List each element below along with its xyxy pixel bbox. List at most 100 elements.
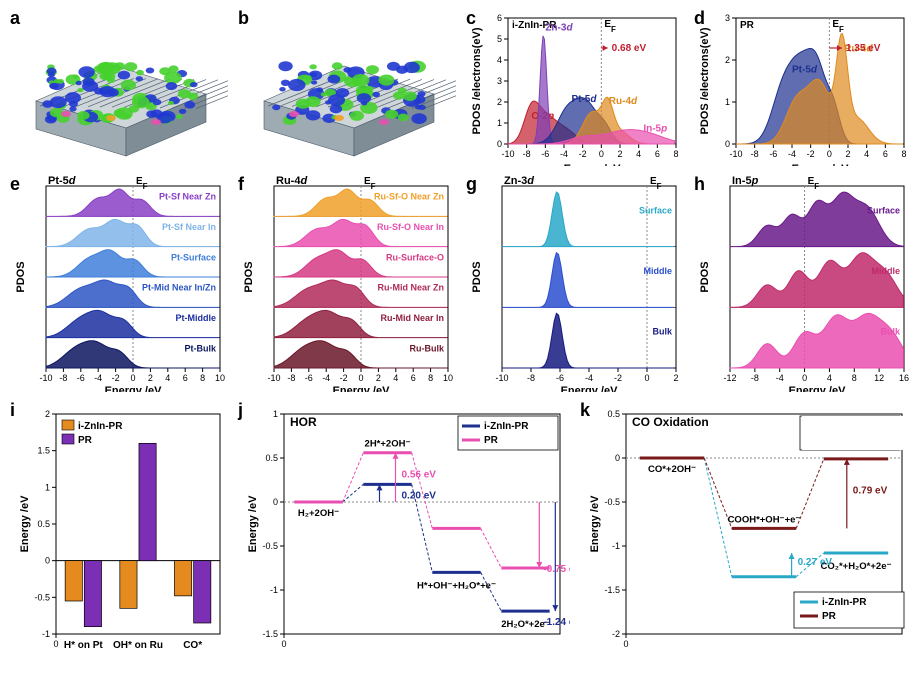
panel-b: b: [234, 6, 456, 166]
svg-text:2: 2: [725, 55, 730, 65]
svg-text:1.35 eV: 1.35 eV: [846, 43, 881, 54]
svg-text:Bulk: Bulk: [880, 327, 900, 337]
panel-e: e -10-8-6-4-20246810Energy /eVPDOSPt-5dE…: [6, 172, 228, 392]
svg-text:COOH*+OH⁻+e⁻: COOH*+OH⁻+e⁻: [728, 514, 801, 525]
svg-text:10: 10: [443, 373, 453, 383]
svg-text:6: 6: [883, 149, 888, 159]
svg-text:PDOS /electrons(eV): PDOS /electrons(eV): [471, 27, 483, 134]
svg-text:PDOS: PDOS: [243, 261, 255, 292]
svg-text:-6: -6: [305, 373, 313, 383]
svg-text:EF: EF: [136, 176, 148, 191]
svg-text:0.56 eV: 0.56 eV: [402, 469, 437, 480]
svg-text:-2: -2: [807, 149, 815, 159]
svg-text:0: 0: [827, 149, 832, 159]
svg-text:EF: EF: [650, 176, 662, 191]
svg-text:-8: -8: [287, 373, 295, 383]
svg-text:0: 0: [802, 373, 807, 383]
panel-b-render: [234, 6, 456, 166]
svg-text:-0.75 eV: -0.75 eV: [543, 564, 570, 575]
svg-text:-2: -2: [612, 629, 620, 639]
panel-i-chart: 0-1-0.500.511.52Energy /eVH* on PtOH* on…: [6, 398, 228, 658]
svg-text:-4: -4: [585, 373, 593, 383]
svg-text:10: 10: [215, 373, 225, 383]
svg-text:0: 0: [615, 453, 620, 463]
svg-text:2: 2: [376, 373, 381, 383]
svg-text:-0.5: -0.5: [604, 497, 620, 507]
svg-text:6: 6: [655, 149, 660, 159]
svg-text:Ru-Sf-O Near Zn: Ru-Sf-O Near Zn: [374, 192, 444, 202]
svg-text:8: 8: [901, 149, 906, 159]
svg-text:PR: PR: [740, 20, 755, 31]
svg-text:6: 6: [497, 13, 502, 23]
svg-text:-0.5: -0.5: [34, 592, 50, 602]
svg-text:2H*+2OH⁻: 2H*+2OH⁻: [365, 439, 411, 450]
panel-a-label: a: [10, 8, 20, 29]
svg-text:-1.5: -1.5: [604, 585, 620, 595]
svg-text:PDOS: PDOS: [471, 261, 483, 292]
panel-d-chart: -10-8-6-4-2024680123Energy /eVPDOS /elec…: [690, 6, 912, 166]
svg-text:Middle: Middle: [872, 266, 901, 276]
svg-text:Ru-Mid Near In: Ru-Mid Near In: [380, 313, 444, 323]
svg-text:2: 2: [497, 97, 502, 107]
svg-text:Middle: Middle: [644, 266, 673, 276]
svg-text:-12: -12: [723, 373, 736, 383]
svg-text:Zn-3d: Zn-3d: [545, 23, 573, 34]
svg-text:8: 8: [673, 149, 678, 159]
svg-text:-4: -4: [560, 149, 568, 159]
svg-text:0.27 eV: 0.27 eV: [798, 557, 833, 568]
svg-text:3: 3: [497, 76, 502, 86]
panel-i-label: i: [10, 400, 15, 421]
svg-text:-0.5: -0.5: [262, 541, 278, 551]
svg-text:-4: -4: [788, 149, 796, 159]
svg-text:-8: -8: [527, 373, 535, 383]
panel-k-chart: 0-2-1.5-1-0.500.5Energy /eVCO Oxidationi…: [576, 398, 912, 658]
panel-j: j 0-1.5-1-0.500.51Energy /eVHORi-ZnIn-PR…: [234, 398, 570, 658]
svg-text:4: 4: [497, 55, 502, 65]
svg-text:-4: -4: [776, 373, 784, 383]
svg-text:3: 3: [725, 13, 730, 23]
svg-text:PDOS: PDOS: [15, 261, 27, 292]
svg-text:0.79 eV: 0.79 eV: [853, 486, 888, 497]
svg-text:6: 6: [411, 373, 416, 383]
panel-g: g -10-8-6-4-202Energy /eVPDOSZn-3dEFSurf…: [462, 172, 684, 392]
panel-b-label: b: [238, 8, 249, 29]
panel-i: i 0-1-0.500.511.52Energy /eVH* on PtOH* …: [6, 398, 228, 658]
svg-text:2: 2: [45, 409, 50, 419]
svg-text:Energy /eV: Energy /eV: [333, 385, 391, 392]
svg-text:PR: PR: [822, 611, 837, 622]
panel-a: a: [6, 6, 228, 166]
svg-text:8: 8: [428, 373, 433, 383]
row-3: i 0-1-0.500.511.52Energy /eVH* on PtOH* …: [6, 398, 907, 658]
svg-text:EF: EF: [832, 19, 844, 34]
svg-text:-10: -10: [39, 373, 52, 383]
panel-d-label: d: [694, 8, 705, 29]
svg-text:0: 0: [281, 639, 286, 649]
svg-text:Energy /eV: Energy /eV: [589, 495, 601, 553]
svg-text:EF: EF: [364, 176, 376, 191]
svg-text:4: 4: [827, 373, 832, 383]
svg-text:CO*+2OH⁻: CO*+2OH⁻: [648, 464, 696, 475]
svg-text:-8: -8: [751, 373, 759, 383]
svg-text:8: 8: [200, 373, 205, 383]
panel-e-chart: -10-8-6-4-20246810Energy /eVPDOSPt-5dEFP…: [6, 172, 228, 392]
panel-f: f -10-8-6-4-20246810Energy /eVPDOSRu-4dE…: [234, 172, 456, 392]
svg-text:PDOS /electrons(eV): PDOS /electrons(eV): [699, 27, 711, 134]
svg-text:4: 4: [864, 149, 869, 159]
svg-text:Pt-5d: Pt-5d: [792, 65, 818, 76]
svg-text:0: 0: [130, 373, 135, 383]
svg-text:PDOS: PDOS: [699, 261, 711, 292]
svg-text:H*+OH⁻+H₂O*+e⁻: H*+OH⁻+H₂O*+e⁻: [417, 580, 496, 591]
svg-text:OH* on Ru: OH* on Ru: [113, 640, 163, 651]
svg-text:EF: EF: [808, 176, 820, 191]
svg-text:Pt-Bulk: Pt-Bulk: [185, 343, 217, 353]
svg-text:-6: -6: [541, 149, 549, 159]
svg-text:Energy /eV: Energy /eV: [247, 495, 259, 553]
svg-text:Energy /eV: Energy /eV: [105, 385, 163, 392]
svg-text:-6: -6: [77, 373, 85, 383]
svg-text:5: 5: [497, 34, 502, 44]
svg-text:0.5: 0.5: [607, 409, 620, 419]
svg-text:2: 2: [617, 149, 622, 159]
svg-text:-8: -8: [523, 149, 531, 159]
svg-text:-2: -2: [112, 373, 120, 383]
svg-text:Pt-Surface: Pt-Surface: [171, 252, 216, 262]
